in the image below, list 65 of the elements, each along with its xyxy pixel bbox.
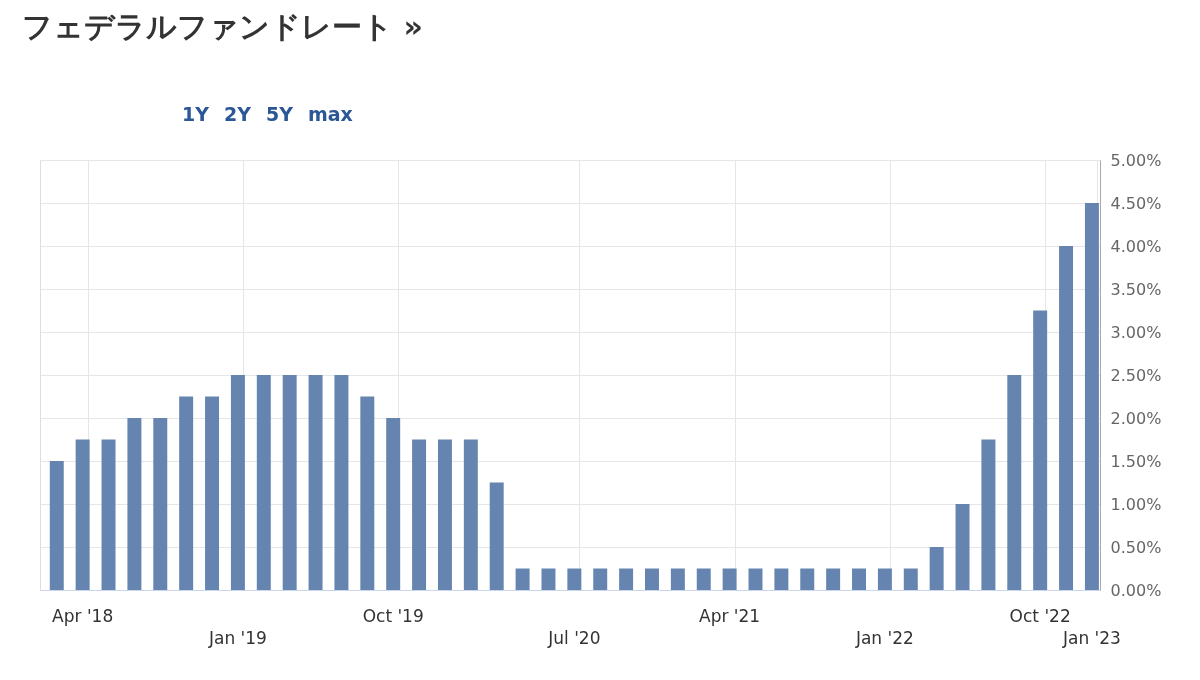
bar [619, 568, 634, 590]
bar [205, 396, 220, 590]
bar [696, 568, 711, 590]
text: 2Y [224, 103, 252, 125]
chart-title: フェデラルファンドレート » [22, 9, 423, 44]
bar [101, 439, 116, 590]
bar [852, 568, 866, 590]
bar [437, 439, 452, 590]
bar [360, 396, 375, 590]
y-tick-label: 0.50% [1110, 537, 1162, 557]
y-tick-label: 4.50% [1110, 193, 1162, 213]
bar [308, 375, 323, 590]
bar [386, 418, 401, 590]
y-tick-label: 2.50% [1110, 365, 1162, 385]
bar [1059, 246, 1074, 590]
y-tick-label: 1.50% [1110, 451, 1162, 471]
y-tick-label: 5.00% [1110, 150, 1162, 170]
x-tick-label: Apr '21 [699, 605, 761, 626]
x-tick-label: Oct '19 [362, 605, 424, 626]
bar [903, 568, 918, 590]
y-tick-label: 4.00% [1110, 236, 1162, 256]
x-tick-label: Jan '19 [207, 627, 267, 648]
y-tick-label: 0.00% [1110, 580, 1162, 600]
bar [1033, 310, 1048, 590]
bar [593, 568, 608, 590]
bar [929, 547, 944, 590]
bar [412, 439, 427, 590]
y-tick-label: 2.00% [1110, 408, 1162, 428]
bar [489, 482, 504, 590]
x-tick-label: Jan '22 [854, 627, 914, 648]
y-tick-label: 3.50% [1110, 279, 1162, 299]
x-tick-label: Apr '18 [52, 605, 114, 626]
bar [774, 568, 789, 590]
bar [748, 568, 763, 590]
bar [75, 439, 90, 590]
bar [541, 568, 556, 590]
text: 1Y [182, 103, 210, 125]
x-tick-label: Oct '22 [1009, 605, 1071, 626]
bar [153, 418, 168, 590]
bar [463, 439, 478, 590]
bar [645, 568, 659, 590]
bar [256, 375, 271, 590]
bar [282, 375, 297, 590]
bar [127, 418, 142, 590]
bar [826, 568, 841, 590]
bar [670, 568, 685, 590]
bar [1007, 375, 1022, 590]
bar [334, 375, 349, 590]
bar [49, 461, 64, 590]
text: max [308, 103, 353, 125]
y-tick-label: 3.00% [1110, 322, 1162, 342]
bar [1084, 203, 1099, 590]
bar [877, 568, 892, 590]
bar [722, 568, 737, 590]
y-tick-label: 1.00% [1110, 494, 1162, 514]
bar [955, 504, 970, 590]
bar [230, 375, 245, 590]
bar [567, 568, 582, 590]
text: 5Y [266, 103, 294, 125]
bar [515, 568, 530, 590]
bar [179, 396, 194, 590]
x-tick-label: Jul '20 [547, 627, 601, 648]
bar [800, 568, 815, 590]
bar [981, 439, 996, 590]
x-tick-label: Jan '23 [1061, 627, 1121, 648]
